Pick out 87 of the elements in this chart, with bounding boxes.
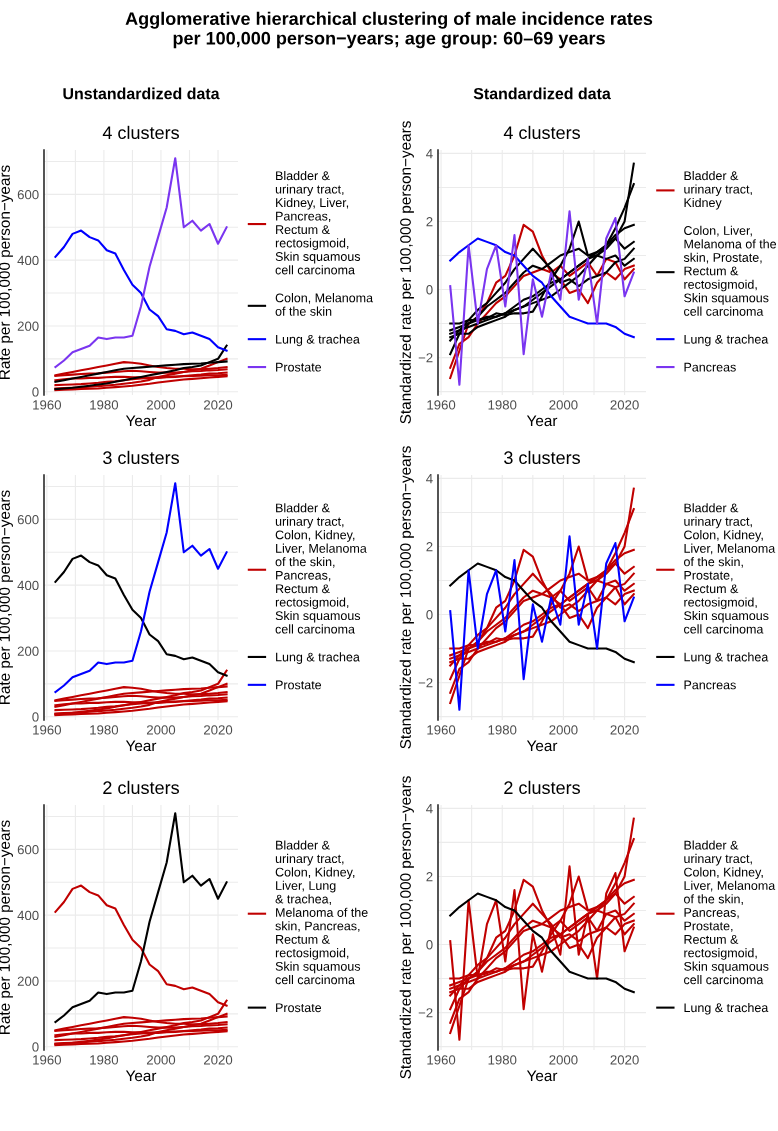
legend-label: Lung & trachea (276, 652, 360, 664)
y-axis-title: Standardized rate per 100,000 person−years (399, 121, 414, 424)
y-tick-label: 0 (32, 387, 39, 397)
y-tick-label: 600 (17, 844, 39, 855)
x-tick-label: 2000 (549, 1055, 578, 1065)
x-tick-label: 1980 (488, 400, 517, 410)
x-tick-label: 2020 (610, 1055, 639, 1065)
x-tick-label: 1960 (33, 400, 62, 410)
x-tick-label: 1960 (427, 725, 456, 735)
y-axis-title: Standardized rate per 100,000 person−years (399, 446, 414, 749)
x-tick-label: 1980 (90, 1055, 119, 1065)
y-tick-label: −2 (418, 678, 433, 688)
y-tick-label: 200 (17, 646, 39, 656)
y-tick-label: 4 (426, 804, 433, 814)
y-tick-label: 0 (426, 285, 433, 295)
legend-label: Pancreas (684, 680, 736, 690)
x-axis-title: Year (526, 415, 558, 427)
y-tick-label: 200 (17, 976, 39, 986)
legend-label: Prostate (276, 1003, 322, 1013)
x-tick-label: 2000 (146, 725, 176, 735)
legend-label: Lung & trachea (684, 652, 769, 664)
legend-label: Pancreas (684, 362, 736, 372)
x-tick-label: 2020 (204, 725, 233, 735)
y-axis-title: Rate per 100,000 person−years (0, 490, 13, 704)
x-tick-label: 2000 (549, 725, 578, 735)
x-tick-label: 1980 (488, 725, 517, 735)
legend-label: Bladder & urinary tract, Kidney, Liver, Pancreas, Rectum & rectosigmoid, Skin squamous cell carcinoma (275, 170, 361, 275)
x-tick-label: 2020 (610, 725, 639, 735)
x-tick-label: 1960 (33, 725, 62, 735)
legend-label: Colon, Melanoma of the skin (275, 293, 374, 316)
x-tick-label: 2020 (204, 400, 233, 410)
x-tick-label: 1980 (90, 725, 119, 735)
legend-label: Lung & trachea (276, 334, 360, 347)
x-tick-label: 1980 (488, 1055, 517, 1065)
x-tick-label: 2000 (146, 400, 176, 410)
x-axis-title: Year (125, 1070, 157, 1082)
y-tick-label: 4 (426, 149, 433, 159)
y-axis-title: Rate per 100,000 person−years (0, 820, 13, 1034)
y-tick-label: 400 (17, 255, 39, 266)
y-tick-label: 0 (32, 712, 39, 722)
chart-title: 4 clusters (102, 125, 179, 140)
y-tick-label: 4 (426, 474, 433, 484)
y-tick-label: −2 (418, 1008, 433, 1018)
x-axis-title: Year (125, 740, 157, 752)
chart-title: 2 clusters (504, 780, 580, 795)
legend-label: Lung & trachea (684, 334, 769, 347)
text: Bladder & urinary tract, Colon, Kidney, Liver, Melanoma of the skin, Pancreas, Rectum & rectosigmoid, Skin squamous cell carcinoma (275, 503, 367, 634)
legend-label: Prostate (276, 362, 322, 372)
x-axis-title: Year (526, 740, 558, 752)
chart-title: 4 clusters (503, 125, 580, 140)
x-axis-title: Year (526, 1070, 558, 1082)
chart-title: 2 clusters (103, 780, 179, 795)
y-tick-label: 2 (426, 217, 433, 227)
y-tick-label: −2 (418, 353, 433, 363)
y-tick-label: 600 (17, 189, 39, 200)
chart-subtitle: Unstandardized data (63, 87, 220, 100)
y-tick-label: 600 (17, 514, 39, 525)
chart-title: 3 clusters (103, 450, 179, 465)
text: Bladder & urinary tract, Colon, Kidney, Liver, Melanoma of the skin, Prostate, Rectum & rectosigmoid, Skin squamous cell carcinoma (684, 503, 776, 634)
x-tick-label: 1960 (33, 1055, 62, 1065)
chart-subtitle: Standardized data (473, 87, 611, 100)
y-axis-title: Rate per 100,000 person−years (0, 165, 13, 379)
y-tick-label: 400 (17, 580, 39, 591)
x-tick-label: 2000 (146, 1055, 176, 1065)
text: Agglomerative hierarchical clustering of male incidence rates per 100,000 person−years; age group: 60–69 years (125, 11, 653, 49)
x-axis-title: Year (125, 415, 157, 427)
x-tick-label: 2020 (204, 1055, 233, 1065)
text: Bladder & urinary tract, Colon, Kidney, Liver, Melanoma of the skin, Pancreas, Prostate, Rectum & rectosigmoid, Skin squamous cell carcinoma (684, 840, 776, 985)
y-tick-label: 400 (17, 910, 39, 921)
text: Bladder & urinary tract, Colon, Kidney, Liver, Lung & trachea, Melanoma of the skin, Pancreas, Rectum & rectosigmoid, Skin squamous cell carcinoma (275, 840, 368, 985)
legend-label: Colon, Liver, Melanoma of the skin, Prostate, Rectum & rectosigmoid, Skin squamous cell carcinoma (683, 225, 777, 316)
x-tick-label: 1960 (427, 1055, 456, 1065)
y-tick-label: 0 (32, 1042, 39, 1052)
x-tick-label: 1980 (90, 400, 119, 410)
x-tick-label: 2020 (610, 400, 639, 410)
legend-label: Bladder & urinary tract, Kidney (684, 170, 752, 210)
legend-label: Prostate (276, 680, 322, 690)
x-tick-label: 2000 (549, 400, 578, 410)
y-tick-label: 2 (426, 542, 433, 552)
y-tick-label: 2 (426, 872, 433, 882)
y-axis-title: Standardized rate per 100,000 person−years (399, 776, 414, 1079)
legend-label: Lung & trachea (684, 1002, 769, 1015)
y-tick-label: 200 (17, 321, 39, 331)
chart-title: 3 clusters (504, 450, 580, 465)
y-tick-label: 0 (426, 610, 433, 620)
y-tick-label: 0 (426, 940, 433, 950)
x-tick-label: 1960 (427, 400, 456, 410)
